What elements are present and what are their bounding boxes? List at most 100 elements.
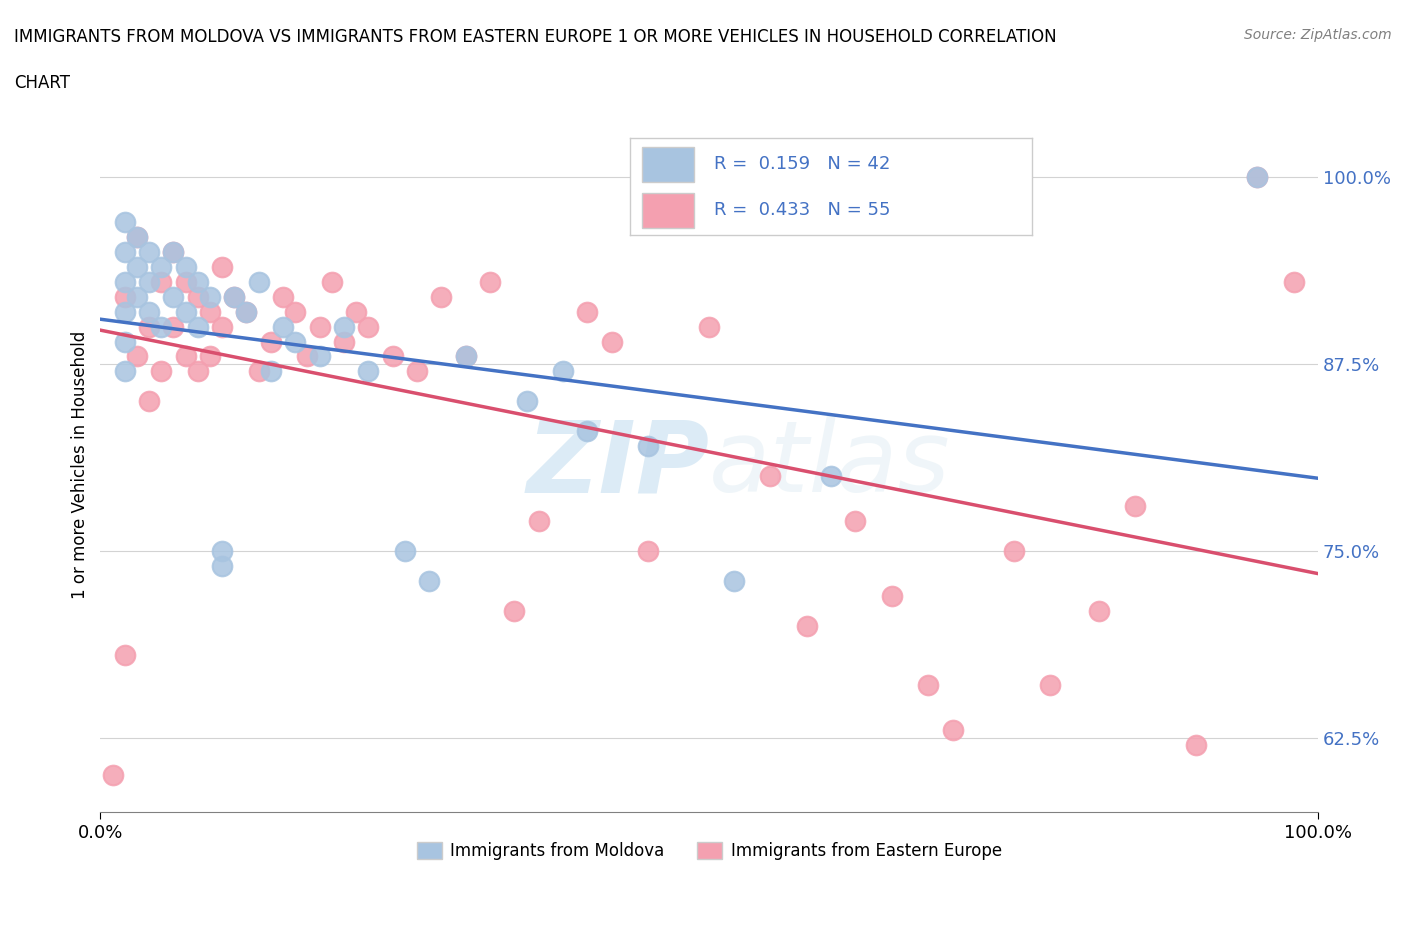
Point bbox=[150, 259, 173, 274]
Point bbox=[1002, 543, 1025, 558]
Point bbox=[844, 513, 866, 528]
Point bbox=[1088, 604, 1111, 618]
Point bbox=[553, 364, 575, 379]
Point bbox=[381, 349, 404, 364]
Point bbox=[224, 289, 246, 304]
Point bbox=[759, 469, 782, 484]
Point bbox=[114, 334, 136, 349]
Text: Source: ZipAtlas.com: Source: ZipAtlas.com bbox=[1244, 28, 1392, 42]
Point bbox=[162, 319, 184, 334]
Text: atlas: atlas bbox=[709, 417, 950, 513]
Point bbox=[394, 543, 416, 558]
Point bbox=[357, 319, 380, 334]
Point bbox=[637, 543, 659, 558]
Point bbox=[796, 618, 818, 633]
Point bbox=[138, 304, 160, 319]
Point bbox=[247, 364, 270, 379]
Point bbox=[723, 573, 745, 588]
Point bbox=[235, 304, 257, 319]
Legend: Immigrants from Moldova, Immigrants from Eastern Europe: Immigrants from Moldova, Immigrants from… bbox=[411, 835, 1008, 867]
Point bbox=[187, 319, 209, 334]
Point bbox=[150, 274, 173, 289]
Point bbox=[576, 304, 599, 319]
Point bbox=[224, 289, 246, 304]
Point bbox=[125, 259, 148, 274]
Point bbox=[600, 334, 623, 349]
Point bbox=[260, 364, 283, 379]
Point bbox=[516, 394, 538, 409]
Point bbox=[917, 678, 939, 693]
Point bbox=[454, 349, 477, 364]
Point bbox=[284, 304, 307, 319]
Point bbox=[211, 558, 233, 573]
Point bbox=[150, 319, 173, 334]
Point bbox=[174, 304, 197, 319]
Point bbox=[576, 424, 599, 439]
Point bbox=[198, 349, 221, 364]
Point bbox=[114, 215, 136, 230]
Point bbox=[114, 364, 136, 379]
Point bbox=[211, 259, 233, 274]
Point bbox=[880, 588, 903, 603]
Point bbox=[503, 604, 526, 618]
Point bbox=[308, 319, 330, 334]
Point bbox=[174, 274, 197, 289]
Point bbox=[211, 543, 233, 558]
Point bbox=[308, 349, 330, 364]
Y-axis label: 1 or more Vehicles in Household: 1 or more Vehicles in Household bbox=[72, 331, 89, 599]
Point bbox=[125, 230, 148, 245]
Point bbox=[211, 319, 233, 334]
Point bbox=[1125, 498, 1147, 513]
Point bbox=[187, 364, 209, 379]
Point bbox=[198, 289, 221, 304]
Point bbox=[247, 274, 270, 289]
Text: CHART: CHART bbox=[14, 74, 70, 92]
Point bbox=[271, 289, 294, 304]
Point bbox=[430, 289, 453, 304]
Point bbox=[1246, 169, 1268, 184]
Point bbox=[271, 319, 294, 334]
Point bbox=[162, 245, 184, 259]
Point bbox=[637, 439, 659, 454]
Point bbox=[162, 289, 184, 304]
Point bbox=[114, 289, 136, 304]
Point bbox=[162, 245, 184, 259]
Point bbox=[187, 274, 209, 289]
Point bbox=[1185, 737, 1208, 752]
Point bbox=[454, 349, 477, 364]
Point bbox=[527, 513, 550, 528]
Point bbox=[150, 364, 173, 379]
Point bbox=[1039, 678, 1062, 693]
Point bbox=[138, 245, 160, 259]
Point bbox=[114, 304, 136, 319]
Point bbox=[406, 364, 429, 379]
Point bbox=[297, 349, 319, 364]
Point bbox=[418, 573, 440, 588]
Point bbox=[114, 245, 136, 259]
Point bbox=[235, 304, 257, 319]
Point bbox=[1246, 169, 1268, 184]
Point bbox=[357, 364, 380, 379]
Point bbox=[138, 274, 160, 289]
Point bbox=[187, 289, 209, 304]
Point bbox=[697, 319, 720, 334]
Point bbox=[820, 469, 842, 484]
Point bbox=[138, 394, 160, 409]
Point bbox=[1282, 274, 1305, 289]
Point bbox=[138, 319, 160, 334]
Point bbox=[125, 230, 148, 245]
Text: ZIP: ZIP bbox=[526, 417, 709, 513]
Point bbox=[174, 259, 197, 274]
Point bbox=[479, 274, 502, 289]
Point bbox=[174, 349, 197, 364]
Point bbox=[333, 334, 356, 349]
Point bbox=[344, 304, 367, 319]
Point bbox=[333, 319, 356, 334]
Point bbox=[260, 334, 283, 349]
Point bbox=[942, 723, 965, 737]
Point bbox=[198, 304, 221, 319]
Point bbox=[125, 289, 148, 304]
Point bbox=[284, 334, 307, 349]
Point bbox=[125, 349, 148, 364]
Point bbox=[114, 648, 136, 663]
